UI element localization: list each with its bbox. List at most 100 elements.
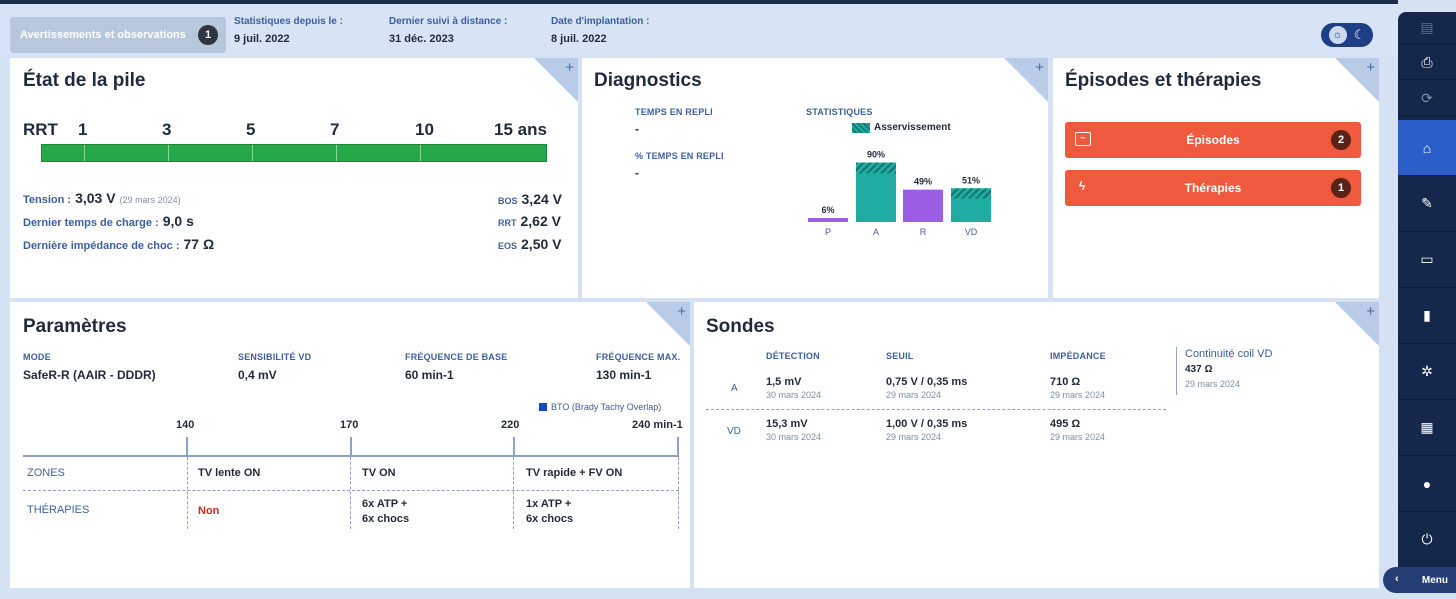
zone-divider [678,457,679,529]
theme-toggle[interactable]: ☼ ☾ [1321,23,1373,47]
repli-label: TEMPS EN REPLI [635,107,713,117]
category-label-R: R [920,227,927,237]
warnings-count-badge: 1 [198,25,218,45]
bos-label: BOS [498,196,518,206]
lead-vd-detection: 15,3 mV [766,418,808,430]
max-rate-value: 130 min-1 [596,368,652,382]
implant-date: Date d'implantation : 8 juil. 2022 [551,16,650,45]
coil-divider [1176,347,1177,395]
data-label-VD: 51% [962,175,980,185]
therapies-count-badge: 1 [1331,178,1351,198]
leads-icon[interactable]: ✎ [1398,176,1456,232]
document-icon[interactable]: ▤ [1398,12,1456,44]
lead-a-detection-date: 30 mars 2024 [766,390,822,400]
therapy-fv-line1: 1x ATP + [526,498,572,510]
lead-channel-vd: VD [727,426,741,437]
eos-label: EOS [498,241,518,251]
data-label-P: 6% [821,205,834,215]
menu-toggle-button[interactable]: ‹ Menu [1383,567,1456,593]
diagnostics-bar-chart: 6% P 90% A 49% R 51% VD [808,150,991,237]
battery-scale-15: 15 ans [494,120,547,139]
therapies-label: THÉRAPIES [27,504,90,516]
settings-icon[interactable]: ✲ [1398,344,1456,400]
diagnostics-panel: + [582,58,1048,298]
charge-time-row: Dernier temps de charge : 9,0 s [23,213,194,229]
leads-title: Sondes [706,316,775,337]
episodes-expand-button[interactable]: + [1335,58,1379,102]
bto-legend-swatch [539,403,547,411]
lead-a-impedance-date: 29 mars 2024 [1050,390,1106,400]
base-rate-label: FRÉQUENCE DE BASE [405,352,508,362]
sensitivity-value: 0,4 mV [238,368,277,382]
warnings-button[interactable]: Avertissements et observations 1 [10,17,226,53]
moon-icon: ☾ [1353,27,1366,42]
power-icon[interactable]: ⏻ [1398,512,1456,568]
coil-label: Continuité coil VD [1185,348,1273,360]
implant-date-value: 8 juil. 2022 [551,33,607,45]
lead-vd-impedance: 495 Ω [1050,418,1081,430]
diagnostics-expand-button[interactable]: + [1004,58,1048,102]
mode-value: SafeR-R (AAIR - DDDR) [23,368,156,382]
rrt-row: RRT 2,62 V [498,213,561,229]
category-label-A: A [873,227,879,237]
rate-140: 140 [176,419,195,431]
plus-icon: + [1035,59,1044,76]
therapy-tv-line2: 6x chocs [362,513,410,525]
report-icon[interactable]: ▦ [1398,400,1456,456]
max-rate-label: FRÉQUENCE MAX. [596,352,681,362]
implant-date-label: Date d'implantation : [551,16,650,27]
repli-value: - [635,122,639,136]
battery-expand-button[interactable]: + [534,58,578,102]
user-icon[interactable]: ● [1398,456,1456,512]
leads-panel: + [694,302,1379,588]
plus-icon: + [1366,303,1375,320]
category-label-VD: VD [965,227,978,237]
plus-icon: + [565,59,574,76]
tick-240 [677,437,679,455]
bar-hatch-A [856,162,896,174]
home-icon[interactable]: ⌂ [1398,120,1456,176]
threshold-header: SEUIL [886,351,914,361]
ecg-monitor-icon[interactable]: ▭ [1398,232,1456,288]
parameters-expand-button[interactable]: + [646,302,690,346]
charge-time-value: 9,0 s [162,213,194,229]
legend-label: Asservissement [874,122,951,133]
stats-icon[interactable]: ▮ [1398,288,1456,344]
rrt-label: RRT [498,218,517,228]
battery-scale-rrt: RRT [23,120,58,139]
episodes-button[interactable]: ~ Épisodes 2 [1065,122,1361,158]
shock-impedance-value: 77 Ω [183,236,215,252]
rate-220: 220 [501,419,520,431]
therapies-button[interactable]: ϟ Thérapies 1 [1065,170,1361,206]
battery-scale-7: 7 [330,120,340,139]
print-icon[interactable]: ⎙ [1398,46,1456,80]
tension-value: 3,03 V [75,190,116,206]
last-remote-value: 31 déc. 2023 [389,33,454,45]
leads-expand-button[interactable]: + [1335,302,1379,346]
pct-repli-label: % TEMPS EN REPLI [635,151,724,161]
charge-time-label: Dernier temps de charge : [23,217,159,229]
data-label-R: 49% [914,177,932,187]
lead-vd-impedance-date: 29 mars 2024 [1050,432,1106,442]
lead-row-divider [706,409,1166,410]
battery-gauge-bar [41,144,547,162]
rate-170: 170 [340,419,359,431]
zone-row-divider [23,490,679,491]
bto-legend-label: BTO (Brady Tachy Overlap) [551,402,662,412]
ecg-icon: ~ [1075,132,1091,146]
data-label-A: 90% [867,150,885,160]
lightning-icon: ϟ [1079,179,1086,193]
zone-tv: TV ON [362,467,396,479]
category-label-P: P [825,227,831,237]
diagnostics-title: Diagnostics [594,70,702,91]
sync-icon[interactable]: ⟳ [1398,82,1456,116]
zones-label: ZONES [27,467,65,479]
battery-title: État de la pile [23,70,146,91]
zone-tv-rapide-fv: TV rapide + FV ON [526,467,623,479]
therapies-button-label: Thérapies [1184,181,1242,195]
tension-label: Tension : [23,194,72,206]
battery-scale-3: 3 [162,120,172,139]
tension-row: Tension : 3,03 V (29 mars 2024) [23,190,181,206]
impedance-header: IMPÉDANCE [1050,351,1106,361]
sidebar: ▤ ⎙ ⟳ ⌂ ✎ ▭ ▮ ✲ ▦ ● ⏻ [1398,12,1456,588]
